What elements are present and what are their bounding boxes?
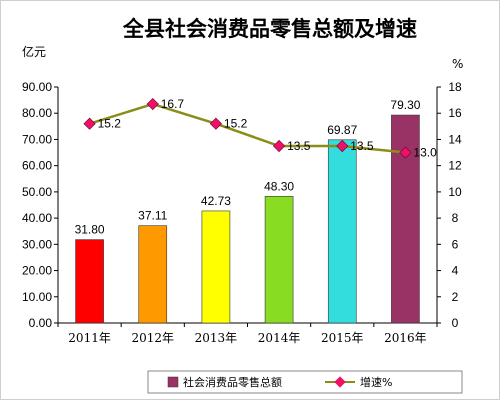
right-tick-label: 8 [452,211,459,225]
growth-value-label: 13.5 [287,139,311,153]
bar-value-label: 48.30 [264,179,294,193]
legend-label-bar: 社会消费品零售总额 [183,375,282,389]
legend-swatch-bar [167,376,179,388]
left-tick-label: 70.00 [22,132,52,146]
left-tick-label: 90.00 [22,80,52,94]
growth-value-label: 13.5 [350,139,374,153]
legend-marker-line [334,376,346,388]
x-tick-label: 2015年 [321,331,364,345]
left-tick-label: 30.00 [22,237,52,251]
left-axis-unit: 亿元 [22,44,46,59]
growth-polyline [89,102,406,154]
left-tick-label: 50.00 [22,185,52,199]
x-tick-label: 2013年 [195,331,238,345]
right-tick-label: 14 [448,132,462,146]
right-tick-label: 18 [448,80,462,94]
growth-point [146,97,159,111]
right-tick-label: 16 [448,106,462,120]
x-tick-label: 2012年 [131,331,174,345]
left-tick-label: 20.00 [22,264,52,278]
bar-value-label: 79.30 [390,98,420,112]
legend: 社会消费品零售总额 增速% [147,370,463,394]
growth-point [209,117,222,130]
bar-value-label: 69.87 [327,123,357,137]
bar-value-label: 42.73 [201,194,231,208]
x-tick-label: 2016年 [384,331,427,345]
growth-point [273,139,286,153]
growth-point [399,146,412,159]
right-tick-label: 4 [452,264,459,278]
x-tick-label: 2014年 [258,331,301,345]
growth-value-label: 15.2 [98,117,122,131]
growth-point [83,117,96,130]
growth-value-label: 15.2 [224,117,248,131]
bar-value-label: 37.11 [138,209,167,223]
axes: 0.00 10.00 20.00 30.00 40.00 50.00 60.00 70.00 8… [22,80,462,345]
growth-point [336,139,349,153]
growth-value-label: 16.7 [161,97,185,111]
bar-2011年 [75,239,104,324]
bar-2012年 [138,225,168,324]
left-tick-label: 60.00 [22,159,52,173]
right-tick-label: 2 [452,290,459,304]
bar-2015年 [327,139,357,324]
chart-title: 全县社会消费品零售总额及增速 [122,17,417,41]
left-tick-label: 80.00 [22,106,52,120]
left-tick-label: 10.00 [22,290,52,304]
right-tick-label: 0 [452,316,459,330]
left-tick-label: 0.00 [29,316,53,330]
left-tick-label: 40.00 [22,211,52,225]
right-axis-unit: % [452,57,463,71]
right-tick-label: 10 [448,185,462,199]
legend-box [147,370,463,394]
bar-value-label: 31.80 [75,223,105,237]
x-tick-label: 2011年 [68,331,111,345]
bars: 31.80 37.11 42.73 48.30 69.87 79.30 [75,98,421,324]
bar-2014年 [264,196,294,324]
legend-label-line: 增速% [360,375,392,389]
bar-2013年 [201,210,231,324]
growth-line: 15.2 16.7 15.2 13.5 13.5 13.0 [83,97,437,160]
right-tick-label: 6 [452,237,459,251]
right-tick-label: 12 [448,159,462,173]
growth-value-label: 13.0 [413,146,437,160]
